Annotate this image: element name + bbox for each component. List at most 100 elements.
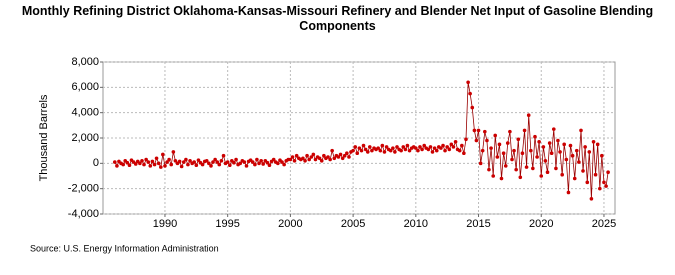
data-point — [566, 190, 571, 195]
data-point — [165, 160, 169, 164]
data-point — [282, 162, 286, 167]
data-point — [520, 151, 525, 155]
data-point — [501, 151, 506, 155]
source-note: Source: U.S. Energy Information Administ… — [30, 243, 219, 253]
data-point — [127, 163, 132, 168]
data-point — [125, 160, 130, 165]
y-tick-label: 6,000 — [71, 81, 99, 93]
data-point — [194, 163, 199, 168]
data-point — [516, 137, 521, 142]
data-point — [150, 159, 155, 164]
data-point — [403, 147, 408, 152]
data-point — [591, 140, 596, 144]
data-point — [301, 156, 305, 161]
data-point — [142, 162, 146, 167]
data-point — [211, 160, 215, 164]
data-point — [347, 155, 351, 159]
x-tick-label: 1995 — [215, 218, 239, 230]
data-point — [432, 146, 437, 150]
data-point — [543, 159, 548, 163]
y-tick-label: -2,000 — [68, 183, 99, 195]
data-point — [480, 148, 485, 153]
data-point — [351, 148, 355, 153]
data-point — [602, 180, 606, 185]
y-axis-label: Thousand Barrels — [38, 94, 50, 181]
x-tick-label: 2000 — [278, 218, 302, 230]
data-point — [167, 157, 171, 162]
data-point — [449, 142, 454, 147]
x-tick-label: 2010 — [404, 218, 428, 230]
data-point — [146, 160, 151, 164]
data-point — [171, 150, 176, 154]
data-point — [487, 167, 491, 172]
data-point — [604, 184, 608, 188]
data-point — [255, 157, 259, 162]
data-point — [539, 174, 544, 178]
data-point — [462, 151, 466, 155]
data-point — [121, 162, 125, 167]
data-point — [598, 186, 602, 191]
data-point — [365, 150, 370, 154]
data-point — [156, 161, 161, 166]
data-point — [395, 145, 399, 149]
data-point — [280, 160, 284, 164]
x-tick-label: 2005 — [341, 218, 365, 230]
data-point — [468, 91, 472, 96]
data-point — [376, 146, 380, 150]
data-point — [253, 162, 257, 167]
data-point — [307, 157, 312, 162]
data-point — [393, 150, 397, 154]
data-point — [430, 150, 435, 154]
data-point — [535, 155, 539, 159]
data-point — [453, 140, 458, 144]
data-point — [313, 157, 318, 162]
data-point — [405, 143, 410, 148]
data-point — [420, 147, 424, 152]
data-point — [169, 162, 174, 167]
data-point — [474, 138, 479, 143]
data-point — [556, 138, 560, 143]
data-point — [470, 105, 475, 110]
data-point — [493, 133, 498, 138]
data-point — [370, 148, 374, 153]
data-point — [503, 164, 508, 168]
y-tick-label: 8,000 — [71, 56, 99, 68]
data-point — [464, 137, 468, 142]
data-point — [179, 164, 184, 169]
data-point — [303, 159, 307, 163]
data-point — [345, 151, 349, 155]
data-point — [491, 174, 496, 178]
data-point — [271, 157, 276, 162]
data-point — [537, 140, 541, 144]
data-point — [558, 150, 562, 154]
data-point — [549, 151, 554, 155]
data-point — [574, 148, 579, 153]
data-point — [234, 157, 238, 162]
x-tick-label: 2015 — [466, 218, 490, 230]
data-point — [290, 155, 295, 159]
data-point — [140, 159, 144, 163]
data-point — [204, 159, 209, 163]
data-point — [508, 129, 512, 134]
data-point — [188, 159, 192, 163]
data-point — [600, 153, 604, 158]
data-point — [378, 148, 383, 153]
data-point — [443, 148, 447, 153]
data-point — [572, 176, 577, 181]
data-point — [593, 172, 598, 177]
data-point — [311, 152, 316, 157]
data-point — [418, 145, 422, 149]
data-point — [439, 146, 443, 150]
data-point — [152, 162, 157, 167]
data-point — [319, 159, 324, 163]
data-point — [568, 143, 573, 148]
data-point — [184, 157, 188, 162]
y-tick-label: 0 — [93, 157, 99, 169]
data-point — [547, 141, 552, 145]
data-point — [380, 143, 385, 148]
data-point — [173, 159, 178, 163]
data-point — [159, 165, 163, 169]
data-point — [483, 129, 487, 134]
data-point — [161, 152, 165, 157]
